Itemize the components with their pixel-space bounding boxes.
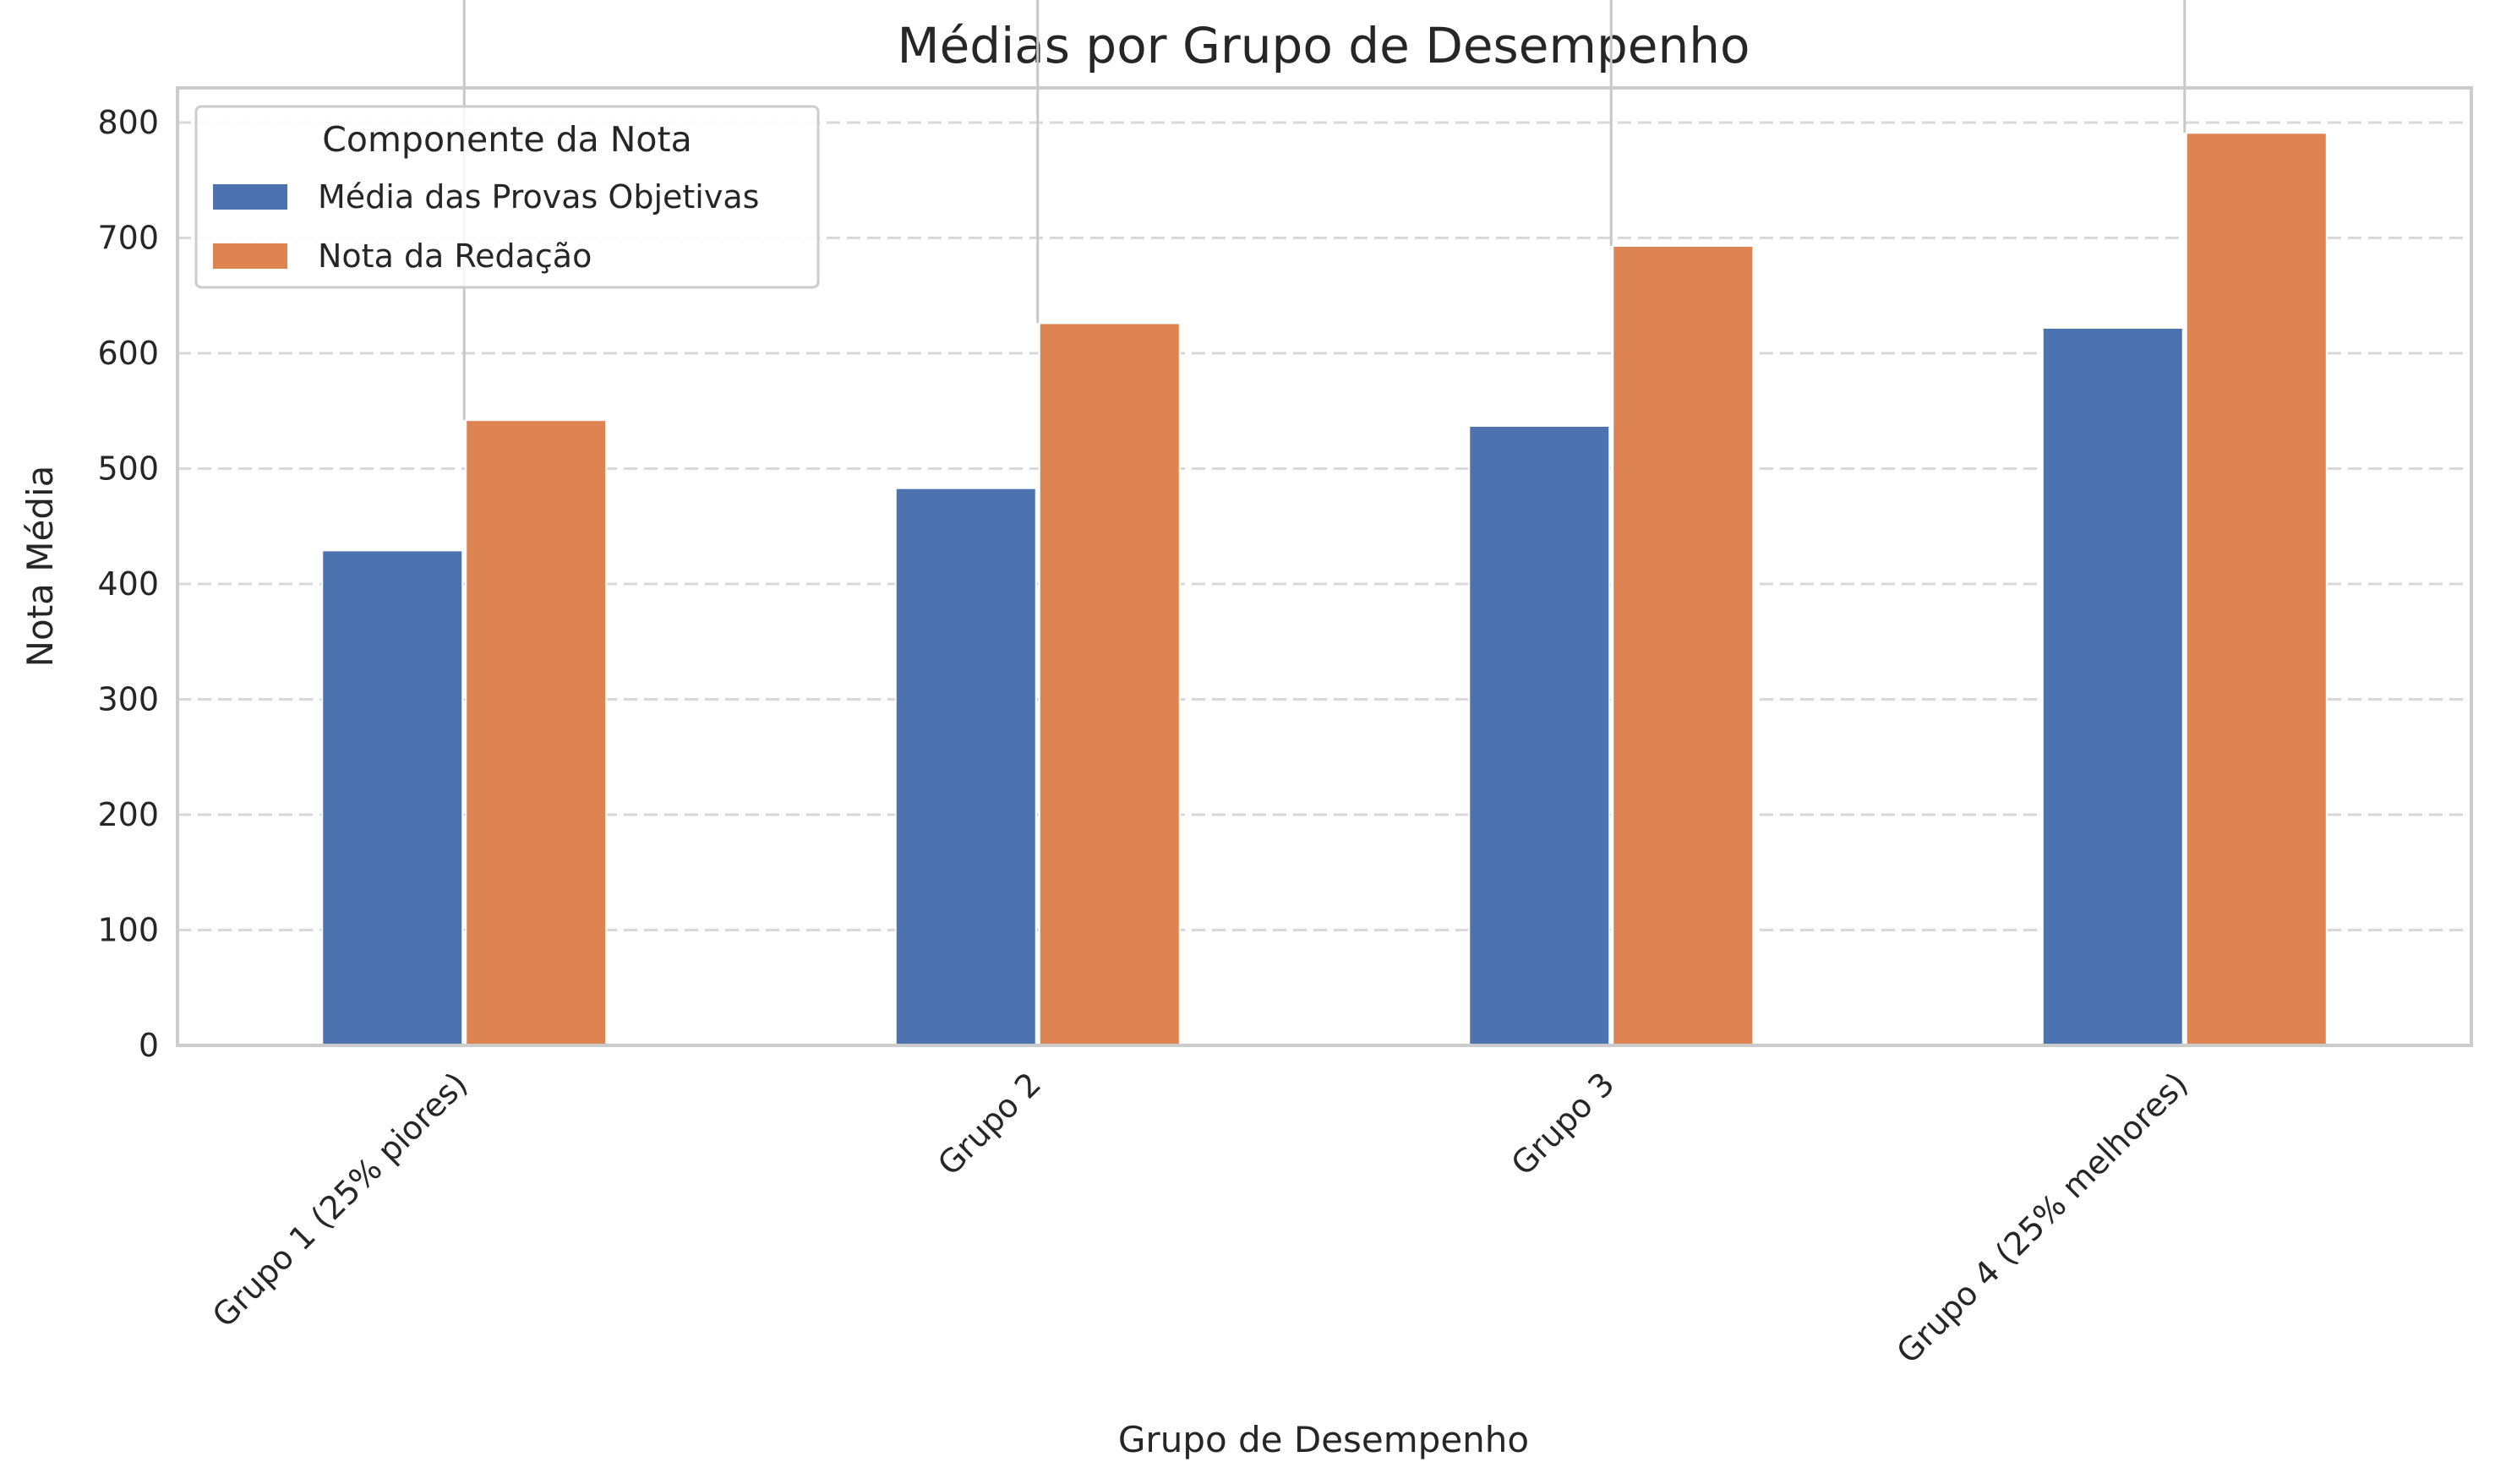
bar-objetivas-2 [894,487,1037,1046]
legend-swatch-redacao [213,243,287,269]
x-axis-label: Grupo de Desempenho [1118,1419,1529,1460]
bar-redacao-3 [1612,245,1755,1046]
y-tick-label: 0 [139,1027,159,1064]
legend-swatch-objetivas [213,184,287,210]
y-tick-label: 300 [97,680,159,717]
y-axis-ticks: 0 100 200 300 400 500 600 700 800 [97,104,159,1064]
legend-label-redacao: Nota da Redação [318,237,592,275]
bar-objetivas-1 [321,549,464,1046]
legend-label-objetivas: Média das Provas Objetivas [318,178,759,216]
bar-redacao-2 [1038,322,1181,1046]
y-tick-label: 400 [97,565,159,603]
legend-title: Componente da Nota [322,119,691,160]
chart-title: Médias por Grupo de Desempenho [898,17,1750,74]
bar-objetivas-4 [2041,326,2184,1046]
y-axis-label: Nota Média [19,466,61,668]
bar-redacao-4 [2185,132,2328,1047]
y-tick-label: 700 [97,219,159,256]
y-tick-label: 800 [97,104,159,141]
y-tick-label: 600 [97,335,159,372]
y-tick-label: 500 [97,450,159,487]
bar-objetivas-3 [1468,424,1611,1046]
bar-redacao-1 [465,419,608,1047]
plot-frame-border [176,86,2473,1047]
y-tick-label: 100 [97,911,159,948]
legend: Componente da Nota Média das Provas Obje… [194,105,820,289]
y-tick-label: 200 [97,796,159,833]
legend-box [194,105,820,289]
bars [321,132,2328,1047]
